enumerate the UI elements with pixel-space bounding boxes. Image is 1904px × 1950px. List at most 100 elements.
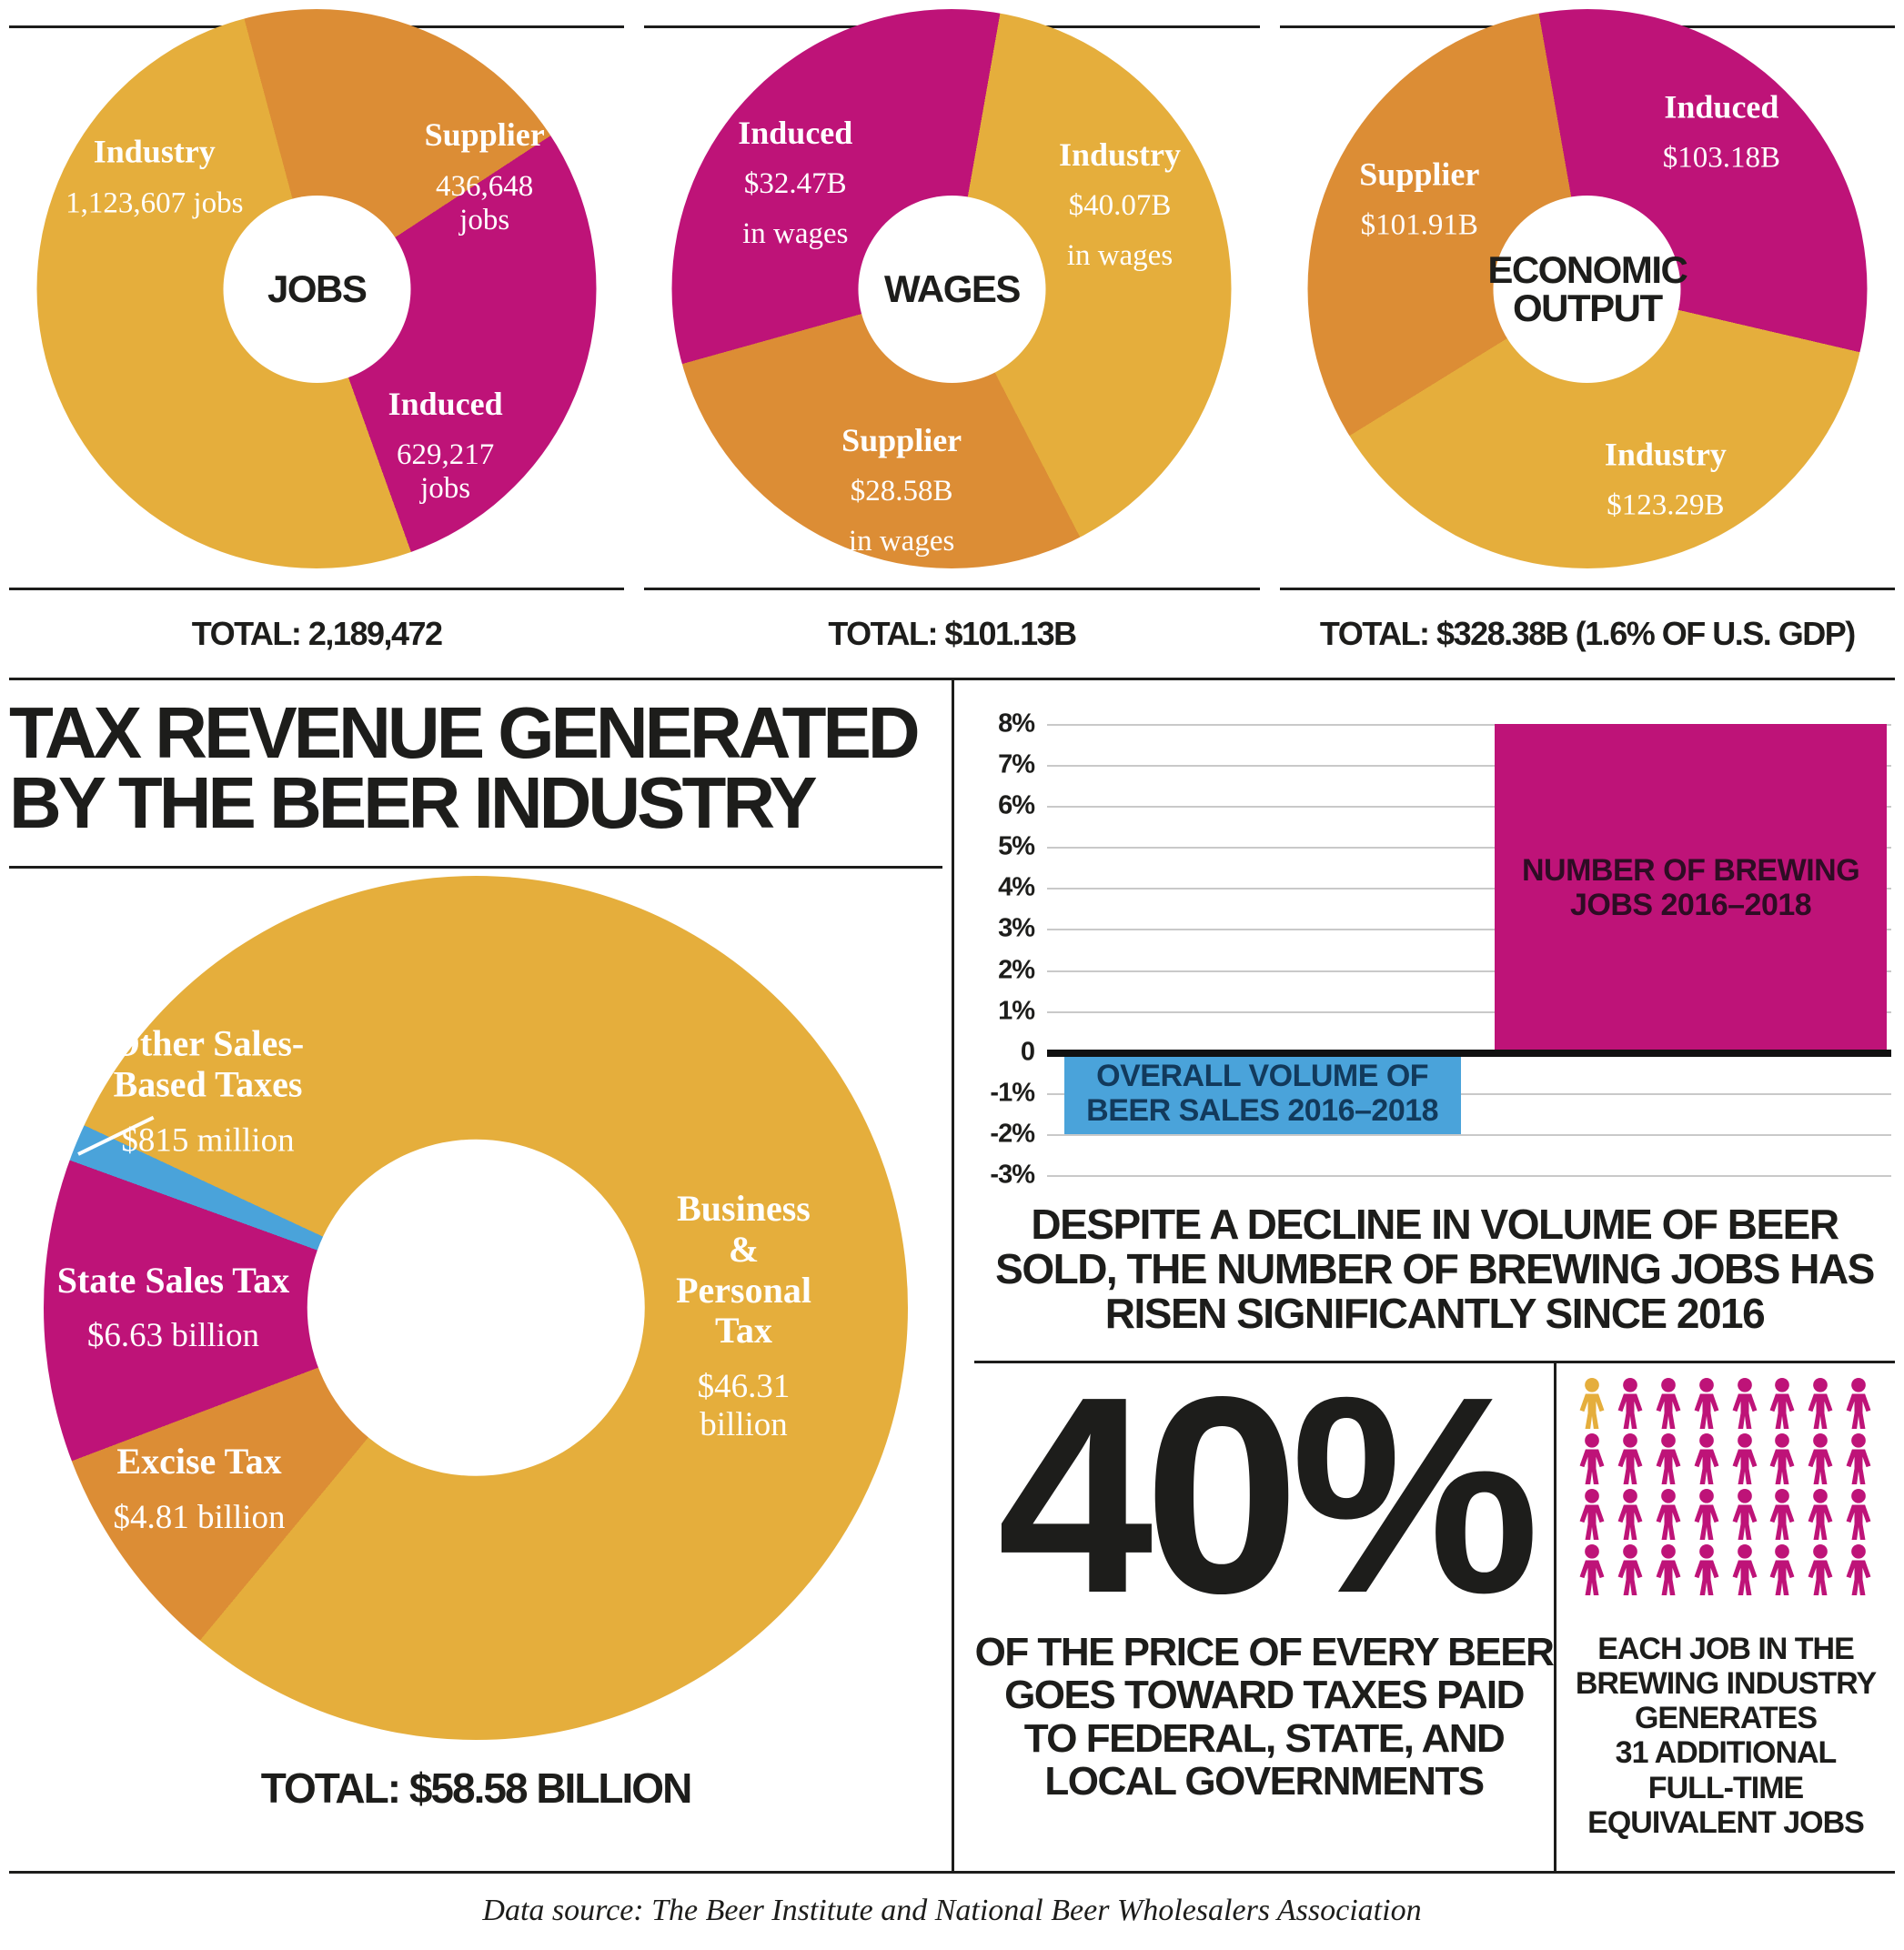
data-source-text: Data source: The Beer Institute and Nati… (482, 1893, 1422, 1927)
segment-name: Industry (93, 133, 216, 170)
gridline (1047, 1010, 1891, 1013)
gridline (1047, 888, 1891, 890)
wages-donut-chart: Industry $40.07B in wages Supplier $28.5… (671, 9, 1232, 568)
tax-revenue-panel: TAX REVENUE GENERATED BY THE BEER INDUST… (9, 678, 952, 1871)
right-panel: OVERALL VOLUME OF BEER SALES 2016–2018 N… (954, 678, 1895, 1871)
economic-output-donut-title: ECONOMIC OUTPUT (1487, 247, 1688, 329)
jobs-chart-area: Supplier 436,648 jobs Induced 629,217 jo… (9, 0, 625, 588)
person-icon (1575, 1378, 1610, 1430)
y-axis-tick-label: 7% (998, 749, 1035, 779)
person-icon (1728, 1378, 1763, 1430)
stats-row: 40% OF THE PRICE OF EVERY BEER GOES TOWA… (974, 1355, 1895, 1871)
jobs-total: TOTAL: 2,189,472 (9, 588, 625, 678)
wages-chart-area: Industry $40.07B in wages Supplier $28.5… (644, 0, 1260, 588)
bar-chart-caption: DESPITE A DECLINE IN VOLUME OF BEER SOLD… (995, 1201, 1875, 1337)
jobs-supplier-label: Supplier 436,648 jobs (425, 101, 545, 254)
segment-name: Business & Personal Tax (676, 1188, 811, 1352)
person-icon (1575, 1544, 1610, 1596)
segment-value: $815 million (121, 1121, 295, 1160)
jobs-induced-label: Induced 629,217 jobs (370, 369, 521, 522)
person-icon (1613, 1544, 1648, 1596)
donut-hole (858, 195, 1046, 383)
person-icon (1841, 1433, 1877, 1485)
person-icon (1728, 1544, 1763, 1596)
gridline (1047, 806, 1891, 809)
bottom-section: TAX REVENUE GENERATED BY THE BEER INDUST… (0, 678, 1904, 1871)
footer: Data source: The Beer Institute and Nati… (9, 1871, 1895, 1947)
econ-industry-label: Industry $123.29B (1605, 419, 1727, 538)
segment-name: Induced (388, 385, 503, 422)
y-axis-tick-label: 0 (1020, 1037, 1035, 1067)
segment-unit: in wages (1066, 239, 1174, 273)
donut-hole (223, 195, 411, 383)
tax-revenue-title: TAX REVENUE GENERATED BY THE BEER INDUST… (9, 680, 942, 869)
economic-output-chart-area: Induced $103.18B Industry $123.29B Suppl… (1279, 0, 1895, 588)
person-icon (1651, 1544, 1687, 1596)
wages-induced-label: Induced $32.47B in wages (738, 98, 852, 267)
brewing-jobs-bar-label: NUMBER OF BREWING JOBS 2016–2018 (1522, 853, 1860, 923)
segment-name: Supplier (841, 421, 962, 458)
person-icon (1841, 1544, 1877, 1596)
tax-other-sales-label: Other Sales- Based Taxes $815 million (112, 1008, 304, 1176)
person-icon (1803, 1489, 1839, 1541)
tax-business-label: Business & Personal Tax $46.31 billion (661, 1172, 826, 1460)
y-axis-tick-label: 3% (998, 913, 1035, 943)
econ-supplier-label: Supplier $101.91B (1359, 140, 1479, 259)
segment-value: 629,217 jobs (396, 437, 495, 505)
person-icon (1575, 1433, 1610, 1485)
jobs-donut-chart: Supplier 436,648 jobs Induced 629,217 jo… (36, 9, 597, 568)
tax-donut-wrap: Business & Personal Tax $46.31 billion E… (44, 875, 908, 1740)
person-icon (1765, 1489, 1800, 1541)
person-icon (1728, 1433, 1763, 1485)
segment-name: Industry (1058, 136, 1182, 174)
person-icon (1765, 1433, 1800, 1485)
person-icon (1841, 1378, 1877, 1430)
y-axis-tick-label: 1% (998, 996, 1035, 1026)
gridline (1047, 929, 1891, 931)
forty-percent-caption: OF THE PRICE OF EVERY BEER GOES TOWARD T… (974, 1629, 1555, 1804)
segment-value: $32.47B (743, 166, 847, 200)
segment-name: State Sales Tax (56, 1259, 290, 1301)
segment-value: $4.81 billion (113, 1498, 286, 1536)
economic-output-total: TOTAL: $328.38B (1.6% OF U.S. GDP) (1279, 588, 1895, 678)
segment-name: Supplier (1359, 156, 1480, 193)
gridline (1047, 1092, 1891, 1095)
person-icon (1651, 1489, 1687, 1541)
economic-output-donut-chart: Induced $103.18B Industry $123.29B Suppl… (1307, 9, 1868, 568)
y-axis-tick-label: 5% (998, 831, 1035, 861)
segment-unit: in wages (742, 216, 849, 250)
jobs-donut-title: JOBS (267, 266, 368, 310)
person-icon (1728, 1489, 1763, 1541)
person-icon (1689, 1489, 1725, 1541)
person-icon (1613, 1433, 1648, 1485)
econ-induced-label: Induced $103.18B (1663, 73, 1780, 192)
gridline (1047, 724, 1891, 726)
person-icon (1575, 1489, 1610, 1541)
gridline (1047, 765, 1891, 768)
y-axis-tick-label: 8% (998, 709, 1035, 739)
person-icon (1765, 1544, 1800, 1596)
person-icon (1803, 1433, 1839, 1485)
top-donut-row: Supplier 436,648 jobs Induced 629,217 jo… (0, 0, 1904, 678)
gridline (1047, 1175, 1891, 1177)
wages-panel: Industry $40.07B in wages Supplier $28.5… (644, 0, 1260, 678)
person-icon (1689, 1378, 1725, 1430)
segment-value: $40.07B (1068, 189, 1172, 223)
wages-total: TOTAL: $101.13B (644, 588, 1260, 678)
person-icon (1613, 1378, 1648, 1430)
y-axis-tick-label: 2% (998, 955, 1035, 985)
segment-name: Induced (738, 114, 853, 151)
tax-excise-label: Excise Tax $4.81 billion (113, 1425, 285, 1553)
segment-value: $28.58B (850, 475, 953, 508)
person-icon (1803, 1378, 1839, 1430)
wages-supplier-label: Supplier $28.58B in wages (841, 406, 962, 575)
tax-donut-chart: Business & Personal Tax $46.31 billion E… (44, 875, 908, 1740)
forty-percent-block: 40% OF THE PRICE OF EVERY BEER GOES TOWA… (974, 1355, 1555, 1871)
segment-value: $101.91B (1360, 208, 1478, 242)
gridline (1047, 970, 1891, 972)
segment-value: $103.18B (1662, 141, 1781, 175)
person-icon (1651, 1433, 1687, 1485)
horizontal-rule (974, 1361, 1895, 1364)
pictogram-block: EACH JOB IN THE BREWING INDUSTRY GENERAT… (1556, 1363, 1895, 1871)
segment-value: $46.31 billion (697, 1368, 791, 1443)
